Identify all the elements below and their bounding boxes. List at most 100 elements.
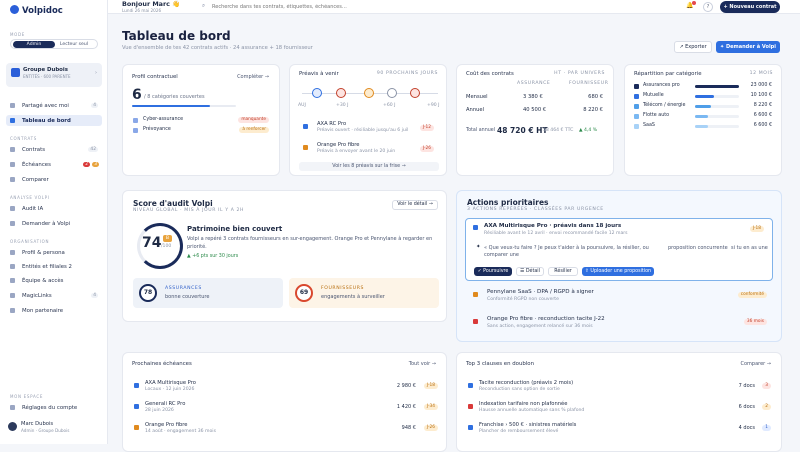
due-desc: Locaux · 12 juin 2026 [145, 387, 195, 392]
terminate-button[interactable]: Résilier [548, 267, 578, 276]
action-desc: Résiliable avant le 12 avril · envoi rec… [484, 231, 628, 236]
assurance-value: 40 500 € [523, 107, 547, 113]
card-title: Profil contractuel [132, 74, 178, 80]
timeline-dot[interactable] [336, 88, 346, 98]
app-name: Volpidoc [22, 6, 63, 16]
table-row[interactable]: AXA Multirisque Pro Locaux · 12 juin 202… [123, 378, 446, 398]
bell-icon[interactable]: 🔔 [686, 2, 694, 9]
sidebar-item-profile[interactable]: Profil & persona [6, 247, 102, 258]
cost-card: Coût des contrats HT · PAR UNIVERS ASSUR… [456, 64, 614, 176]
timeline-dot[interactable] [312, 88, 322, 98]
category-bar [695, 105, 739, 108]
tag-wrap: J-26 [419, 145, 434, 152]
timeline-dot[interactable] [387, 88, 397, 98]
table-row[interactable]: Generali RC Pro 28 juin 2026 1 420 € J-3… [123, 399, 446, 419]
category-icon [634, 114, 639, 119]
sidebar-item-ask[interactable]: Demander à Volpi [6, 218, 102, 229]
page-title: Tableau de bord [122, 29, 231, 43]
card-title: Prochaines échéances [132, 361, 192, 367]
subscore-value: 78 [139, 284, 157, 302]
logo-icon [10, 5, 19, 14]
detail-button[interactable]: ☰ Détail [516, 267, 544, 276]
doc-count: 6 docs [738, 404, 755, 410]
days-badge: J-18 [423, 382, 438, 389]
shield-icon [303, 124, 308, 129]
category-icon [634, 124, 639, 129]
subscore-desc: engagements à surveiller [321, 294, 385, 300]
sidebar-item-due[interactable]: Échéances 2 3 [6, 159, 102, 170]
due-amount: 1 420 € [396, 404, 416, 410]
help-button[interactable]: ? [703, 2, 713, 12]
audit-headline: Patrimoine bien couvert [187, 225, 283, 233]
sidebar-item-magiclinks[interactable]: MagicLinks 4 [6, 290, 102, 301]
page-subtitle: Vue d'ensemble de tes 42 contrats actifs… [122, 45, 313, 51]
compare-link[interactable]: Comparer → [740, 361, 771, 367]
complete-link[interactable]: Compléter → [237, 74, 269, 80]
action-name[interactable]: Orange Pro fibre · reconduction tacite J… [487, 316, 605, 322]
sidebar-item-contracts[interactable]: Contrats 42 [6, 144, 102, 155]
list-item[interactable]: Tacite reconduction (préavis 2 mois) Rec… [457, 378, 781, 398]
timeline-link[interactable]: Voir les 8 préavis sur la frise → [299, 162, 439, 171]
group-selector[interactable]: Groupe Dubois ENTITÉS · 600 PARENTE › [6, 63, 102, 87]
row-label: Mensuel [466, 94, 488, 100]
table-row[interactable]: Orange Pro fibre 14 août · engagement 36… [123, 420, 446, 440]
days-badge: J-34 [423, 403, 438, 410]
subscore-value: 69 [295, 284, 313, 302]
due-card: Prochaines échéances Tout voir → AXA Mul… [122, 352, 447, 452]
chevron-icon: › [95, 70, 97, 76]
sidebar-item-label: Échéances [22, 161, 51, 168]
card-title: Actions prioritaires [467, 198, 549, 207]
action-name[interactable]: Pennylane SaaS · DPA / RGPD à signer [487, 289, 594, 295]
search-bar[interactable]: ⌕ [200, 2, 460, 12]
action-desc: Conformité RGPD non couverte [487, 297, 559, 302]
mode-reader[interactable]: Lecteur seul [59, 42, 89, 47]
mode-toggle[interactable]: Admin Lecteur seul [10, 39, 98, 49]
sidebar-item-label: Entités et filiales 2 [22, 263, 72, 270]
detail-button[interactable]: Voir le détail → [392, 200, 438, 210]
sidebar-item-team[interactable]: Équipe & accès [6, 275, 102, 286]
priority-action[interactable]: AXA Multirisque Pro · préavis dans 18 jo… [465, 218, 773, 281]
umbrella-icon [133, 128, 138, 133]
upload-button[interactable]: ⇪ Uploader une proposition [582, 267, 654, 276]
sidebar-item-compare[interactable]: Comparer [6, 174, 102, 185]
tag-wrap: J-18 [749, 225, 764, 232]
card-title: Coût des contrats [466, 71, 514, 77]
category-icon [634, 84, 639, 89]
count-badge: 1 [762, 424, 771, 431]
category-label: Assurances pro [643, 83, 680, 88]
supplier-subscore[interactable]: 69 FOURNISSEURS engagements à surveiller [289, 278, 439, 308]
sidebar-item-partner[interactable]: Mon partenaire [6, 305, 102, 316]
due-name: AXA Multirisque Pro [145, 380, 196, 386]
shield-icon [473, 225, 478, 230]
tag-name: Cyber-assurance [143, 117, 184, 122]
sidebar-item-entities[interactable]: Entités et filiales 2 [6, 261, 102, 272]
greeting-date: Lundi 26 mai 2026 [122, 8, 162, 13]
ask-volpi-button[interactable]: ✦ Demander à Volpi [716, 41, 780, 53]
topbar: Bonjour Marc 👋 Lundi 26 mai 2026 ⌕ 🔔 ? +… [108, 0, 800, 14]
timeline-dot[interactable] [364, 88, 374, 98]
audit-text: Volpi a repéré 3 contrats fournisseurs e… [187, 236, 433, 250]
warning-badge: 3 [92, 161, 99, 167]
sidebar-item-dashboard[interactable]: Tableau de bord [6, 115, 102, 126]
sidebar-item-audit[interactable]: Audit IA [6, 203, 102, 214]
see-all-link[interactable]: Tout voir → [408, 361, 436, 367]
sidebar-item-settings[interactable]: Réglages du compte [6, 402, 102, 413]
continue-button[interactable]: ✓ Poursuivre [474, 267, 512, 276]
search-input[interactable] [212, 3, 452, 11]
sidebar-item-shared[interactable]: Partagé avec moi 4 [6, 100, 102, 111]
audit-trend: ▲ +6 pts sur 30 jours [187, 254, 239, 259]
upcoming-name[interactable]: Orange Pro fibre [317, 142, 360, 148]
tag-wrap: 36 mois [743, 318, 767, 325]
list-item[interactable]: Franchise › 500 € · sinistres matériels … [457, 420, 781, 440]
new-contract-button[interactable]: + Nouveau contrat [720, 1, 780, 13]
app-logo[interactable]: Volpidoc [10, 5, 63, 16]
export-button[interactable]: ↗ Exporter [674, 41, 712, 53]
clause-name: Franchise › 500 € · sinistres matériels [479, 422, 577, 428]
due-name: Orange Pro fibre [145, 422, 188, 428]
upcoming-name[interactable]: AXA RC Pro [317, 121, 347, 127]
list-item[interactable]: Indexation tarifaire non plafonnée Hauss… [457, 399, 781, 419]
timeline-dot[interactable] [410, 88, 420, 98]
category-label: Flotte auto [643, 113, 670, 118]
mode-admin[interactable]: Admin [13, 41, 55, 48]
insurance-subscore[interactable]: 78 ASSURANCES bonne couverture [133, 278, 283, 308]
